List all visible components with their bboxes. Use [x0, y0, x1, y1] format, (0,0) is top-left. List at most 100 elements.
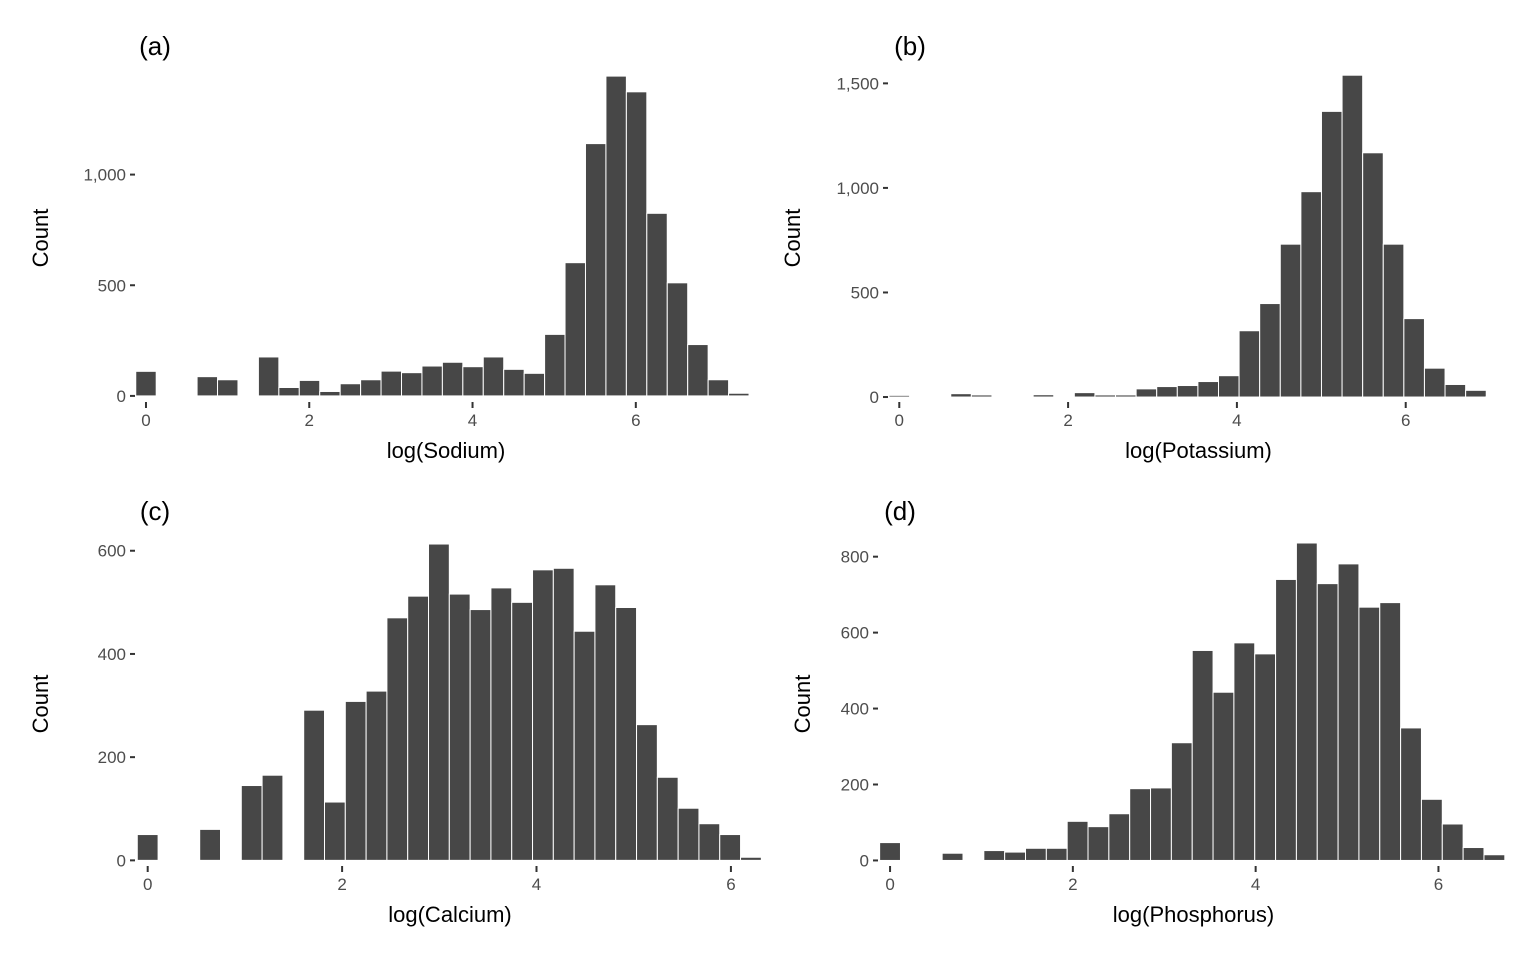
- histogram-bar: [666, 282, 689, 397]
- histogram-bar: [564, 262, 586, 397]
- y-tick-label: 600: [98, 542, 126, 561]
- y-axis-title: Count: [780, 209, 805, 268]
- histogram-bar: [462, 366, 484, 397]
- histogram-bar: [615, 607, 638, 861]
- histogram-bar: [1176, 385, 1199, 398]
- x-axis-title: log(Potassium): [1125, 438, 1272, 463]
- histogram-bar: [728, 392, 750, 397]
- histogram-bar: [1316, 583, 1339, 861]
- histogram-bar: [1129, 788, 1152, 861]
- x-tick-label: 0: [141, 411, 150, 430]
- histogram-bar: [319, 390, 341, 397]
- histogram-bar: [677, 807, 700, 861]
- histogram-bar: [625, 91, 648, 397]
- y-tick-label: 500: [98, 276, 126, 295]
- histogram-bar: [1254, 653, 1277, 861]
- histogram-bar: [1444, 383, 1467, 398]
- histogram-bar: [1032, 394, 1055, 398]
- histogram-bar: [707, 379, 730, 397]
- histogram-bar: [950, 393, 972, 398]
- histogram-bar: [1341, 74, 1364, 398]
- histogram-bar: [1400, 727, 1422, 861]
- histogram-bar: [1094, 394, 1117, 398]
- y-tick-label: 1,000: [836, 179, 879, 198]
- histogram-bar: [719, 834, 742, 861]
- y-tick-label: 800: [841, 548, 869, 567]
- histogram-bar: [888, 394, 911, 398]
- histogram-bar: [1233, 642, 1256, 861]
- histogram-bar: [1337, 563, 1360, 861]
- histogram-bar: [365, 690, 388, 861]
- y-tick-label: 400: [98, 645, 126, 664]
- histogram-bar: [407, 595, 430, 861]
- histogram-bar: [740, 856, 762, 861]
- histogram-bar: [1379, 602, 1402, 861]
- y-axis-title: Count: [790, 675, 815, 734]
- panel-b: 0 500 1,000 1,500 0 2 4 6 log(Potassium) Count (b): [780, 31, 1508, 463]
- histogram-bar: [1066, 820, 1089, 861]
- histogram-bar: [1275, 578, 1297, 861]
- histogram-bar: [687, 344, 709, 397]
- histogram-bar: [1441, 823, 1464, 861]
- x-tick-label: 6: [1401, 411, 1410, 430]
- histogram-bar: [523, 372, 546, 397]
- histogram-bar: [196, 376, 219, 397]
- histogram-bar: [636, 724, 658, 861]
- histogram-bar: [1279, 243, 1302, 398]
- y-tick-label: 0: [117, 851, 126, 870]
- histogram-bar: [1108, 813, 1131, 861]
- histogram-bar: [594, 584, 617, 861]
- histogram-bar: [983, 850, 1006, 861]
- histogram-bar: [552, 567, 575, 861]
- histogram-bar: [1358, 606, 1381, 861]
- y-tick-label: 0: [117, 387, 126, 406]
- histogram-bar: [482, 356, 505, 397]
- histogram-bar: [1238, 330, 1261, 398]
- histogram-bar: [240, 785, 263, 861]
- x-tick-label: 4: [1251, 875, 1260, 894]
- histogram-bar: [1073, 392, 1096, 398]
- histogram-bar: [1087, 826, 1110, 861]
- x-tick-label: 2: [1063, 411, 1072, 430]
- histogram-bar: [421, 365, 443, 397]
- y-axis-title: Count: [28, 209, 53, 268]
- histogram-bar: [1465, 389, 1487, 398]
- histogram-bar: [1300, 191, 1322, 398]
- x-tick-label: 4: [1232, 411, 1241, 430]
- histogram-bar: [1045, 847, 1068, 861]
- histogram-bar: [1382, 243, 1405, 398]
- histogram-bar: [217, 379, 239, 397]
- y-tick-label: 200: [98, 748, 126, 767]
- histogram-bar: [324, 801, 346, 861]
- x-tick-label: 0: [885, 875, 894, 894]
- histogram-bar: [584, 143, 607, 397]
- histogram-bar: [511, 601, 534, 861]
- x-tick-label: 2: [1068, 875, 1077, 894]
- histogram-bar: [544, 333, 566, 397]
- x-tick-label: 4: [532, 875, 541, 894]
- histogram-bar: [1150, 787, 1172, 861]
- histogram-bar: [135, 370, 157, 397]
- histogram-bar: [448, 593, 471, 861]
- histogram-bar: [1483, 854, 1506, 861]
- histogram-bar: [1218, 375, 1240, 398]
- histogram-bar: [278, 386, 300, 397]
- y-tick-label: 200: [841, 776, 869, 795]
- panel-d: 0 200 400 600 800 0 2 4 6 log(Phosphorus) Count (d): [790, 496, 1506, 927]
- x-tick-label: 0: [895, 411, 904, 430]
- histogram-bar: [428, 543, 450, 861]
- histogram-bar: [1212, 691, 1235, 861]
- histogram-bar: [490, 587, 513, 861]
- y-tick-label: 1,500: [836, 74, 879, 93]
- panel-tag: (a): [139, 31, 171, 61]
- panel-tag: (b): [894, 31, 926, 61]
- histogram-bar: [970, 394, 993, 398]
- histogram-bar: [1115, 394, 1137, 398]
- x-tick-label: 0: [143, 875, 152, 894]
- histogram-bar: [1259, 303, 1281, 398]
- histogram-bar: [441, 361, 464, 397]
- x-tick-label: 2: [337, 875, 346, 894]
- x-tick-label: 6: [631, 411, 640, 430]
- histogram-bar: [298, 379, 321, 397]
- histogram-bar: [1156, 386, 1178, 398]
